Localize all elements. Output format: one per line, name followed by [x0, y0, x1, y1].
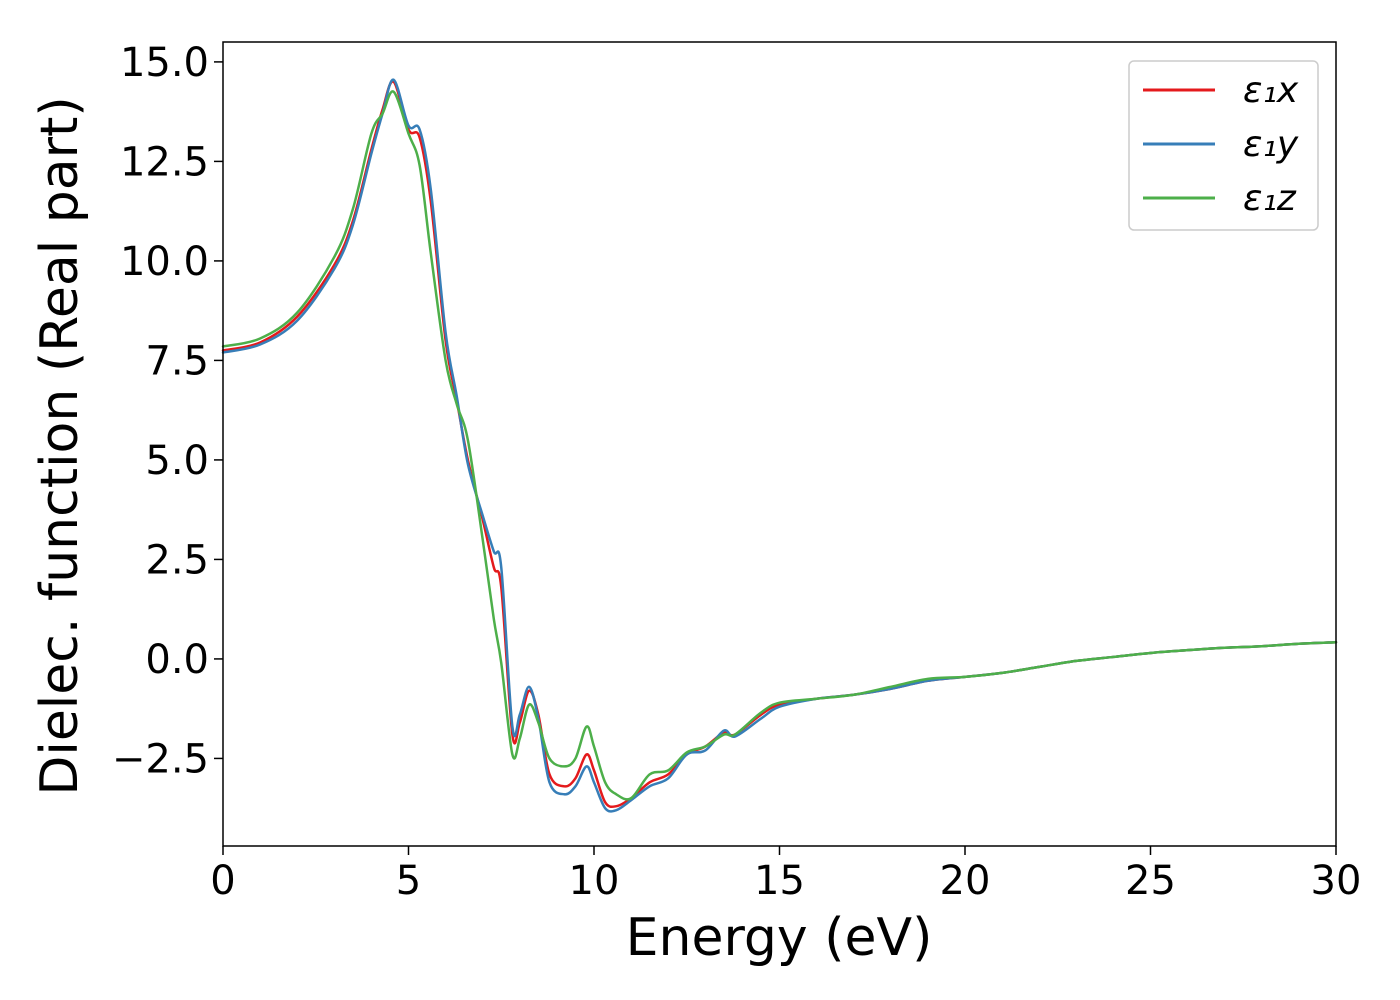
x-tick-label: 15 — [754, 858, 805, 904]
y-tick-label: 12.5 — [120, 139, 209, 185]
y-tick-label: 5.0 — [145, 438, 209, 484]
x-tick-label: 25 — [1125, 858, 1176, 904]
x-tick-label: 5 — [396, 858, 421, 904]
series-lines — [221, 78, 1338, 813]
x-tick-label: 30 — [1311, 858, 1362, 904]
y-tick-label: 7.5 — [145, 338, 209, 384]
series-line-3 — [221, 90, 1338, 801]
x-tick-label: 0 — [210, 858, 235, 904]
y-tick-label: 2.5 — [145, 537, 209, 583]
y-tick-label: 15.0 — [120, 40, 209, 86]
x-axis-ticks: 0 5 10 15 20 25 30 — [210, 846, 1361, 904]
legend-box — [1128, 60, 1319, 231]
legend-label-2: ε₁y — [1243, 124, 1299, 165]
y-axis-title: Dielec. function (Real part) — [30, 96, 90, 795]
x-tick-label: 20 — [940, 858, 991, 904]
legend-label-3: ε₁z — [1243, 178, 1297, 219]
y-tick-label: 0.0 — [145, 637, 209, 683]
y-tick-label: −2.5 — [112, 736, 209, 782]
y-axis-ticks: −2.5 0.0 2.5 5.0 7.5 10.0 12.5 15.0 — [112, 40, 223, 782]
legend-label-1: ε₁x — [1243, 70, 1299, 111]
y-tick-label: 10.0 — [120, 239, 209, 285]
legend: ε₁x ε₁y ε₁z — [1128, 60, 1319, 231]
x-tick-label: 10 — [569, 858, 620, 904]
x-axis-title: Energy (eV) — [626, 908, 933, 968]
